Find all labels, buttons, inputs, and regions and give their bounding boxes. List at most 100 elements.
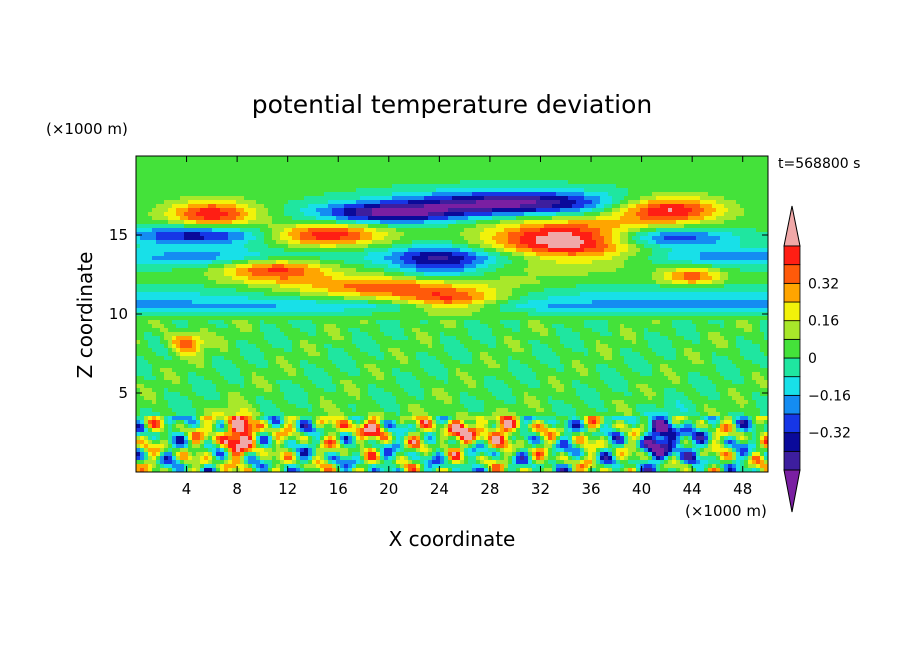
field-cell <box>732 156 737 161</box>
field-cell <box>444 172 449 177</box>
field-cell <box>316 176 321 181</box>
field-cell <box>540 272 545 277</box>
field-cell <box>328 172 333 177</box>
field-cell <box>200 228 205 233</box>
field-cell <box>456 184 461 189</box>
field-cell <box>488 176 493 181</box>
field-cell <box>696 248 701 253</box>
field-cell <box>356 204 361 209</box>
field-cell <box>268 200 273 205</box>
field-cell <box>648 160 653 165</box>
field-cell <box>184 264 189 269</box>
field-cell <box>356 212 361 217</box>
field-cell <box>724 212 729 217</box>
field-cell <box>664 164 669 169</box>
field-cell <box>576 236 581 241</box>
field-cell <box>444 236 449 241</box>
field-cell <box>660 184 665 189</box>
field-cell <box>516 208 521 213</box>
field-cell <box>472 192 477 197</box>
field-cell <box>304 220 309 225</box>
field-cell <box>720 260 725 265</box>
field-cell <box>552 216 557 221</box>
field-cell <box>236 228 241 233</box>
field-cell <box>536 200 541 205</box>
field-cell <box>748 236 753 241</box>
field-cell <box>308 196 313 201</box>
field-cell <box>220 164 225 169</box>
field-cell <box>704 256 709 261</box>
field-cell <box>764 248 768 253</box>
field-cell <box>556 188 561 193</box>
field-cell <box>176 164 181 169</box>
field-cell <box>168 276 173 281</box>
field-cell <box>144 204 149 209</box>
field-cell <box>552 244 557 249</box>
field-cell <box>268 220 273 225</box>
field-cell <box>744 172 749 177</box>
field-cell <box>564 228 569 233</box>
field-cell <box>184 228 189 233</box>
field-cell <box>444 188 449 193</box>
field-cell <box>428 200 433 205</box>
field-cell <box>732 248 737 253</box>
field-cell <box>688 184 693 189</box>
field-cell <box>496 280 501 285</box>
field-cell <box>156 228 161 233</box>
field-cell <box>268 268 273 273</box>
field-cell <box>348 196 353 201</box>
field-cell <box>308 248 313 253</box>
field-cell <box>500 184 505 189</box>
field-cell <box>232 180 237 185</box>
field-cell <box>536 232 541 237</box>
field-cell <box>752 156 757 161</box>
field-cell <box>328 252 333 257</box>
field-cell <box>284 200 289 205</box>
field-cell <box>568 256 573 261</box>
field-cell <box>532 256 537 261</box>
field-cell <box>264 160 269 165</box>
field-cell <box>460 164 465 169</box>
field-cell <box>468 236 473 241</box>
field-cell <box>388 256 393 261</box>
field-cell <box>268 212 273 217</box>
field-cell <box>416 176 421 181</box>
field-cell <box>408 244 413 249</box>
field-cell <box>748 248 753 253</box>
field-cell <box>512 252 517 257</box>
field-cell <box>244 196 249 201</box>
field-cell <box>628 196 633 201</box>
field-cell <box>388 200 393 205</box>
field-cell <box>316 156 321 161</box>
field-cell <box>680 224 685 229</box>
field-cell <box>356 268 361 273</box>
field-cell <box>348 220 353 225</box>
field-cell <box>308 252 313 257</box>
field-cell <box>584 212 589 217</box>
field-cell <box>224 256 229 261</box>
field-cell <box>256 276 261 281</box>
field-cell <box>312 220 317 225</box>
field-cell <box>268 280 273 285</box>
field-cell <box>540 172 545 177</box>
field-cell <box>260 192 265 197</box>
field-cell <box>216 276 221 281</box>
field-cell <box>348 192 353 197</box>
field-cell <box>632 200 637 205</box>
field-cell <box>436 228 441 233</box>
field-cell <box>492 236 497 241</box>
field-cell <box>764 172 768 177</box>
field-cell <box>404 160 409 165</box>
field-cell <box>388 212 393 217</box>
field-cell <box>672 200 677 205</box>
field-cell <box>336 272 341 277</box>
field-cell <box>612 236 617 241</box>
field-cell <box>660 208 665 213</box>
field-cell <box>408 232 413 237</box>
field-cell <box>316 240 321 245</box>
field-cell <box>276 240 281 245</box>
field-cell <box>252 232 257 237</box>
field-cell <box>712 252 717 257</box>
field-cell <box>288 188 293 193</box>
field-cell <box>220 192 225 197</box>
